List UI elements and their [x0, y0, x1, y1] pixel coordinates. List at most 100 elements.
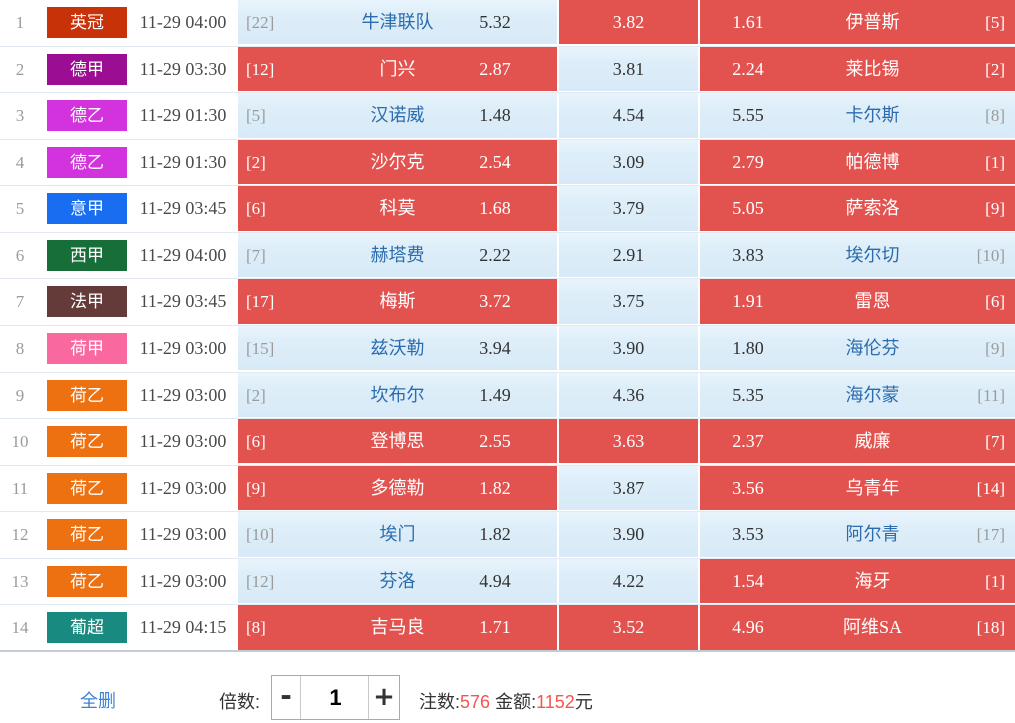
away-odds-value: 1.61: [732, 12, 764, 32]
home-rank: [17]: [246, 292, 275, 312]
home-odds-cell[interactable]: [15] 兹沃勒 3.94: [238, 325, 557, 371]
home-team-name: 梅斯: [379, 291, 416, 312]
home-rank: [2]: [246, 152, 266, 172]
home-odds-cell[interactable]: [5] 汉诺威 1.48: [238, 93, 557, 138]
draw-odds-cell[interactable]: 4.22: [559, 558, 698, 604]
row-number: 4: [15, 152, 25, 172]
home-rank: [12]: [246, 571, 275, 591]
bet-summary: 注数:576 金额:1152元: [419, 688, 593, 714]
draw-odds-cell[interactable]: 3.52: [559, 605, 698, 650]
draw-odds-cell[interactable]: 3.90: [559, 512, 698, 557]
away-rank: [5]: [985, 13, 1005, 32]
home-odds-cell[interactable]: [22] 牛津联队 5.32: [238, 0, 557, 45]
row-number: 6: [15, 245, 25, 265]
away-rank: [7]: [985, 432, 1005, 452]
away-odds-value: 1.91: [732, 291, 764, 312]
draw-odds-cell[interactable]: 4.36: [559, 372, 698, 417]
match-time: 11-29 03:00: [139, 524, 227, 545]
draw-odds-cell[interactable]: 3.09: [559, 139, 698, 185]
away-odds-cell[interactable]: 5.05 萨索洛 [9]: [700, 186, 1015, 231]
match-time: 11-29 03:00: [139, 570, 227, 591]
away-odds-value: 2.24: [732, 58, 764, 79]
multiplier-value[interactable]: 1: [329, 685, 342, 710]
away-odds-cell[interactable]: 1.91 雷恩 [6]: [700, 279, 1015, 324]
away-odds-cell[interactable]: 2.79 帕德博 [1]: [700, 139, 1015, 185]
league-badge: 德乙: [47, 100, 127, 132]
draw-odds-cell[interactable]: 3.90: [559, 325, 698, 371]
away-odds-value: 5.05: [732, 198, 764, 219]
away-team-name: 萨索洛: [845, 198, 900, 219]
match-time: 11-29 03:45: [139, 198, 227, 219]
home-odds-cell[interactable]: [10] 埃门 1.82: [238, 512, 557, 557]
draw-odds-cell[interactable]: 3.81: [559, 46, 698, 91]
league-badge: 德甲: [47, 53, 127, 85]
home-odds-cell[interactable]: [12] 门兴 2.87: [238, 46, 557, 91]
draw-odds-cell[interactable]: 3.79: [559, 186, 698, 231]
away-odds-cell[interactable]: 3.53 阿尔青 [17]: [700, 512, 1015, 557]
league-badge: 荷乙: [47, 426, 127, 458]
match-row: 2 德甲 11-29 03:30 [12] 门兴 2.87 3.81 2.24 …: [0, 46, 1015, 94]
draw-odds-cell[interactable]: 3.63: [559, 419, 698, 464]
bets-label: 注数:: [419, 692, 461, 712]
home-odds-value: 1.49: [479, 384, 511, 405]
away-odds-cell[interactable]: 5.55 卡尔斯 [8]: [700, 93, 1015, 138]
away-team-name: 乌青年: [845, 477, 900, 498]
draw-odds-value: 4.36: [612, 384, 645, 405]
row-number: 11: [11, 478, 29, 498]
league-badge: 德乙: [47, 146, 127, 178]
draw-odds-cell[interactable]: 3.75: [559, 279, 698, 324]
away-odds-cell[interactable]: 5.35 海尔蒙 [11]: [700, 372, 1015, 417]
increase-multiplier-button[interactable]: +: [368, 676, 399, 719]
draw-odds-cell[interactable]: 3.87: [559, 465, 698, 511]
home-odds-cell[interactable]: [6] 科莫 1.68: [238, 186, 557, 231]
row-number: 2: [15, 59, 25, 79]
home-team-name: 坎布尔: [370, 384, 425, 405]
draw-odds-value: 3.90: [612, 524, 645, 545]
home-odds-cell[interactable]: [12] 芬洛 4.94: [238, 558, 557, 604]
home-rank: [2]: [246, 385, 266, 405]
home-odds-value: 1.82: [479, 524, 511, 545]
match-odds-table: 1 英冠 11-29 04:00 [22] 牛津联队 5.32 3.82 1.6…: [0, 0, 1015, 652]
draw-odds-cell[interactable]: 2.91: [559, 232, 698, 278]
home-odds-value: 1.68: [479, 198, 511, 219]
away-odds-cell[interactable]: 3.83 埃尔切 [10]: [700, 232, 1015, 278]
amount-value: 1152: [536, 692, 575, 712]
delete-all-link[interactable]: 全删: [80, 691, 116, 711]
away-odds-cell[interactable]: 2.37 威廉 [7]: [700, 419, 1015, 464]
away-odds-cell[interactable]: 3.56 乌青年 [14]: [700, 465, 1015, 511]
away-team-name: 海牙: [854, 570, 891, 591]
away-odds-cell[interactable]: 1.80 海伦芬 [9]: [700, 325, 1015, 371]
home-odds-value: 4.94: [479, 570, 511, 591]
away-odds-cell[interactable]: 4.96 阿维SA [18]: [700, 605, 1015, 650]
away-odds-cell[interactable]: 1.54 海牙 [1]: [700, 558, 1015, 604]
match-time: 11-29 04:00: [139, 12, 227, 32]
home-odds-value: 3.94: [479, 337, 511, 358]
away-rank: [8]: [985, 106, 1005, 126]
match-time: 11-29 01:30: [139, 151, 227, 172]
match-row: 11 荷乙 11-29 03:00 [9] 多德勒 1.82 3.87 3.56…: [0, 465, 1015, 513]
home-rank: [7]: [246, 245, 266, 265]
home-odds-cell[interactable]: [7] 赫塔费 2.22: [238, 232, 557, 278]
home-rank: [10]: [246, 525, 275, 545]
away-odds-cell[interactable]: 2.24 莱比锡 [2]: [700, 46, 1015, 91]
draw-odds-cell[interactable]: 3.82: [559, 0, 698, 45]
bet-slip-footer: 全删 倍数: - 1 + 注数:576 金额:1152元: [0, 653, 1015, 723]
home-odds-cell[interactable]: [9] 多德勒 1.82: [238, 465, 557, 511]
home-odds-cell[interactable]: [2] 坎布尔 1.49: [238, 372, 557, 417]
decrease-multiplier-button[interactable]: -: [272, 676, 301, 719]
home-odds-value: 3.72: [479, 291, 511, 312]
away-team-name: 阿维SA: [842, 617, 902, 638]
home-odds-cell[interactable]: [17] 梅斯 3.72: [238, 279, 557, 324]
home-odds-cell[interactable]: [6] 登博思 2.55: [238, 419, 557, 464]
home-rank: [6]: [246, 199, 266, 219]
draw-odds-cell[interactable]: 4.54: [559, 93, 698, 138]
away-odds-cell[interactable]: 1.61 伊普斯 [5]: [700, 0, 1015, 45]
home-odds-cell[interactable]: [8] 吉马良 1.71: [238, 605, 557, 650]
match-row: 1 英冠 11-29 04:00 [22] 牛津联队 5.32 3.82 1.6…: [0, 0, 1015, 47]
home-rank: [22]: [246, 13, 275, 32]
home-team-name: 赫塔费: [370, 244, 425, 265]
away-rank: [6]: [985, 292, 1005, 312]
home-rank: [6]: [246, 432, 266, 452]
away-odds-value: 1.80: [732, 337, 764, 358]
home-odds-cell[interactable]: [2] 沙尔克 2.54: [238, 139, 557, 185]
